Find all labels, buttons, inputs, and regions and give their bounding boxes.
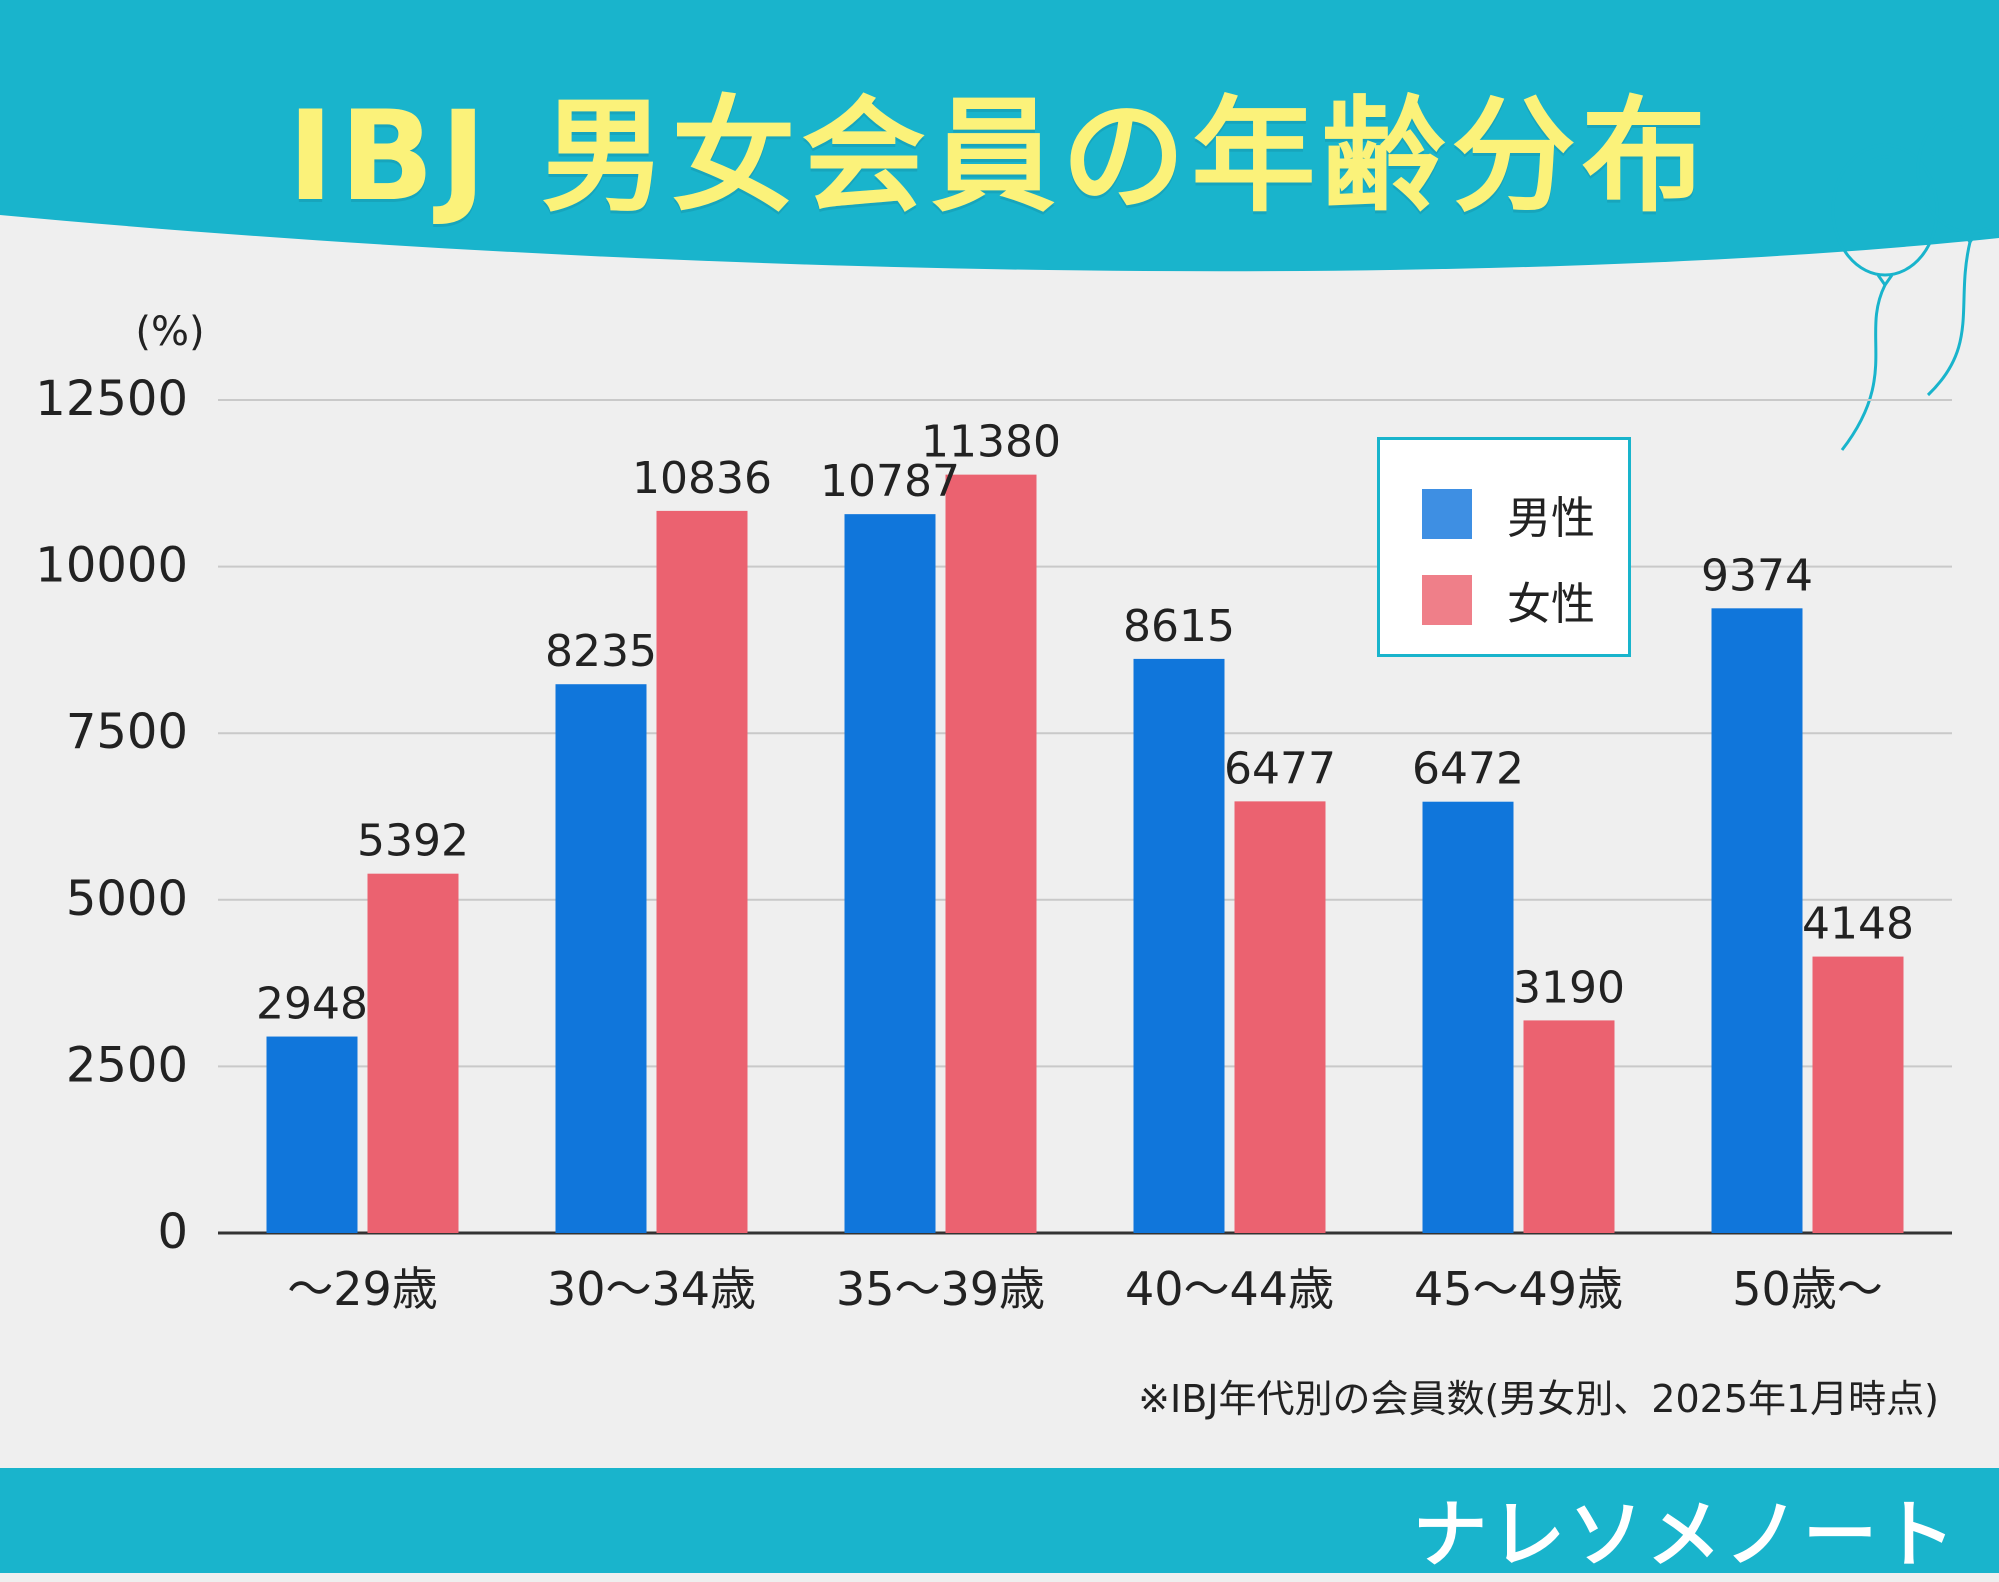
bar-male <box>1422 801 1514 1233</box>
data-label-female: 5392 <box>357 816 469 867</box>
brand-logo: ナレソメノート <box>1413 1492 1959 1578</box>
data-label-female: 6477 <box>1224 743 1336 794</box>
data-label-male: 8615 <box>1123 601 1235 652</box>
legend-swatch-female <box>1422 575 1472 625</box>
legend-swatch-male <box>1422 489 1472 539</box>
data-label-male: 2948 <box>256 979 368 1030</box>
bar-male <box>555 684 647 1233</box>
footer-bar <box>0 1468 1999 1573</box>
bar-female <box>1523 1020 1615 1233</box>
data-label-female: 11380 <box>921 417 1061 468</box>
y-tick-label: 5000 <box>66 871 188 927</box>
data-label-female: 4148 <box>1802 899 1914 950</box>
chart-legend: 男性 女性 <box>1377 437 1631 657</box>
bar-female <box>1234 801 1326 1233</box>
x-tick-label: 45〜49歳 <box>1414 1262 1623 1316</box>
bar-male <box>844 514 936 1233</box>
y-tick-label: 7500 <box>66 704 188 760</box>
data-label-male: 10787 <box>820 456 960 507</box>
bar-female <box>367 873 459 1233</box>
legend-label-male: 男性 <box>1507 493 1595 544</box>
page-title: IBJ 男女会員の年齢分布 <box>287 85 1712 229</box>
x-tick-label: 35〜39歳 <box>836 1262 1045 1316</box>
legend-label-female: 女性 <box>1507 579 1595 630</box>
y-tick-label: 12500 <box>35 371 188 427</box>
data-label-male: 6472 <box>1412 744 1524 795</box>
balloons-illustration <box>1831 115 1999 451</box>
legend-item-female: 女性 <box>1422 568 1595 632</box>
x-tick-label: 50歳〜 <box>1732 1262 1883 1316</box>
bar-male <box>1133 658 1225 1233</box>
source-note: ※IBJ年代別の会員数(男女別、2025年1月時点) <box>1138 1377 1939 1421</box>
data-label-female: 10836 <box>632 453 772 504</box>
bar-male <box>1711 608 1803 1233</box>
bar-female <box>656 510 748 1234</box>
legend-item-male: 男性 <box>1422 482 1595 546</box>
bar-male <box>266 1036 358 1233</box>
y-tick-label: 0 <box>157 1204 188 1260</box>
y-axis-unit: (%) <box>135 309 204 355</box>
data-label-female: 3190 <box>1513 962 1625 1013</box>
bar-female <box>1812 956 1904 1233</box>
data-label-male: 8235 <box>545 626 657 677</box>
x-tick-label: 〜29歳 <box>287 1262 438 1316</box>
header-banner <box>0 0 1999 272</box>
bar-female <box>945 474 1037 1233</box>
y-tick-label: 10000 <box>35 538 188 594</box>
x-tick-label: 40〜44歳 <box>1125 1262 1334 1316</box>
data-label-male: 9374 <box>1701 550 1813 601</box>
y-tick-label: 2500 <box>66 1037 188 1093</box>
x-tick-label: 30〜34歳 <box>547 1262 756 1316</box>
